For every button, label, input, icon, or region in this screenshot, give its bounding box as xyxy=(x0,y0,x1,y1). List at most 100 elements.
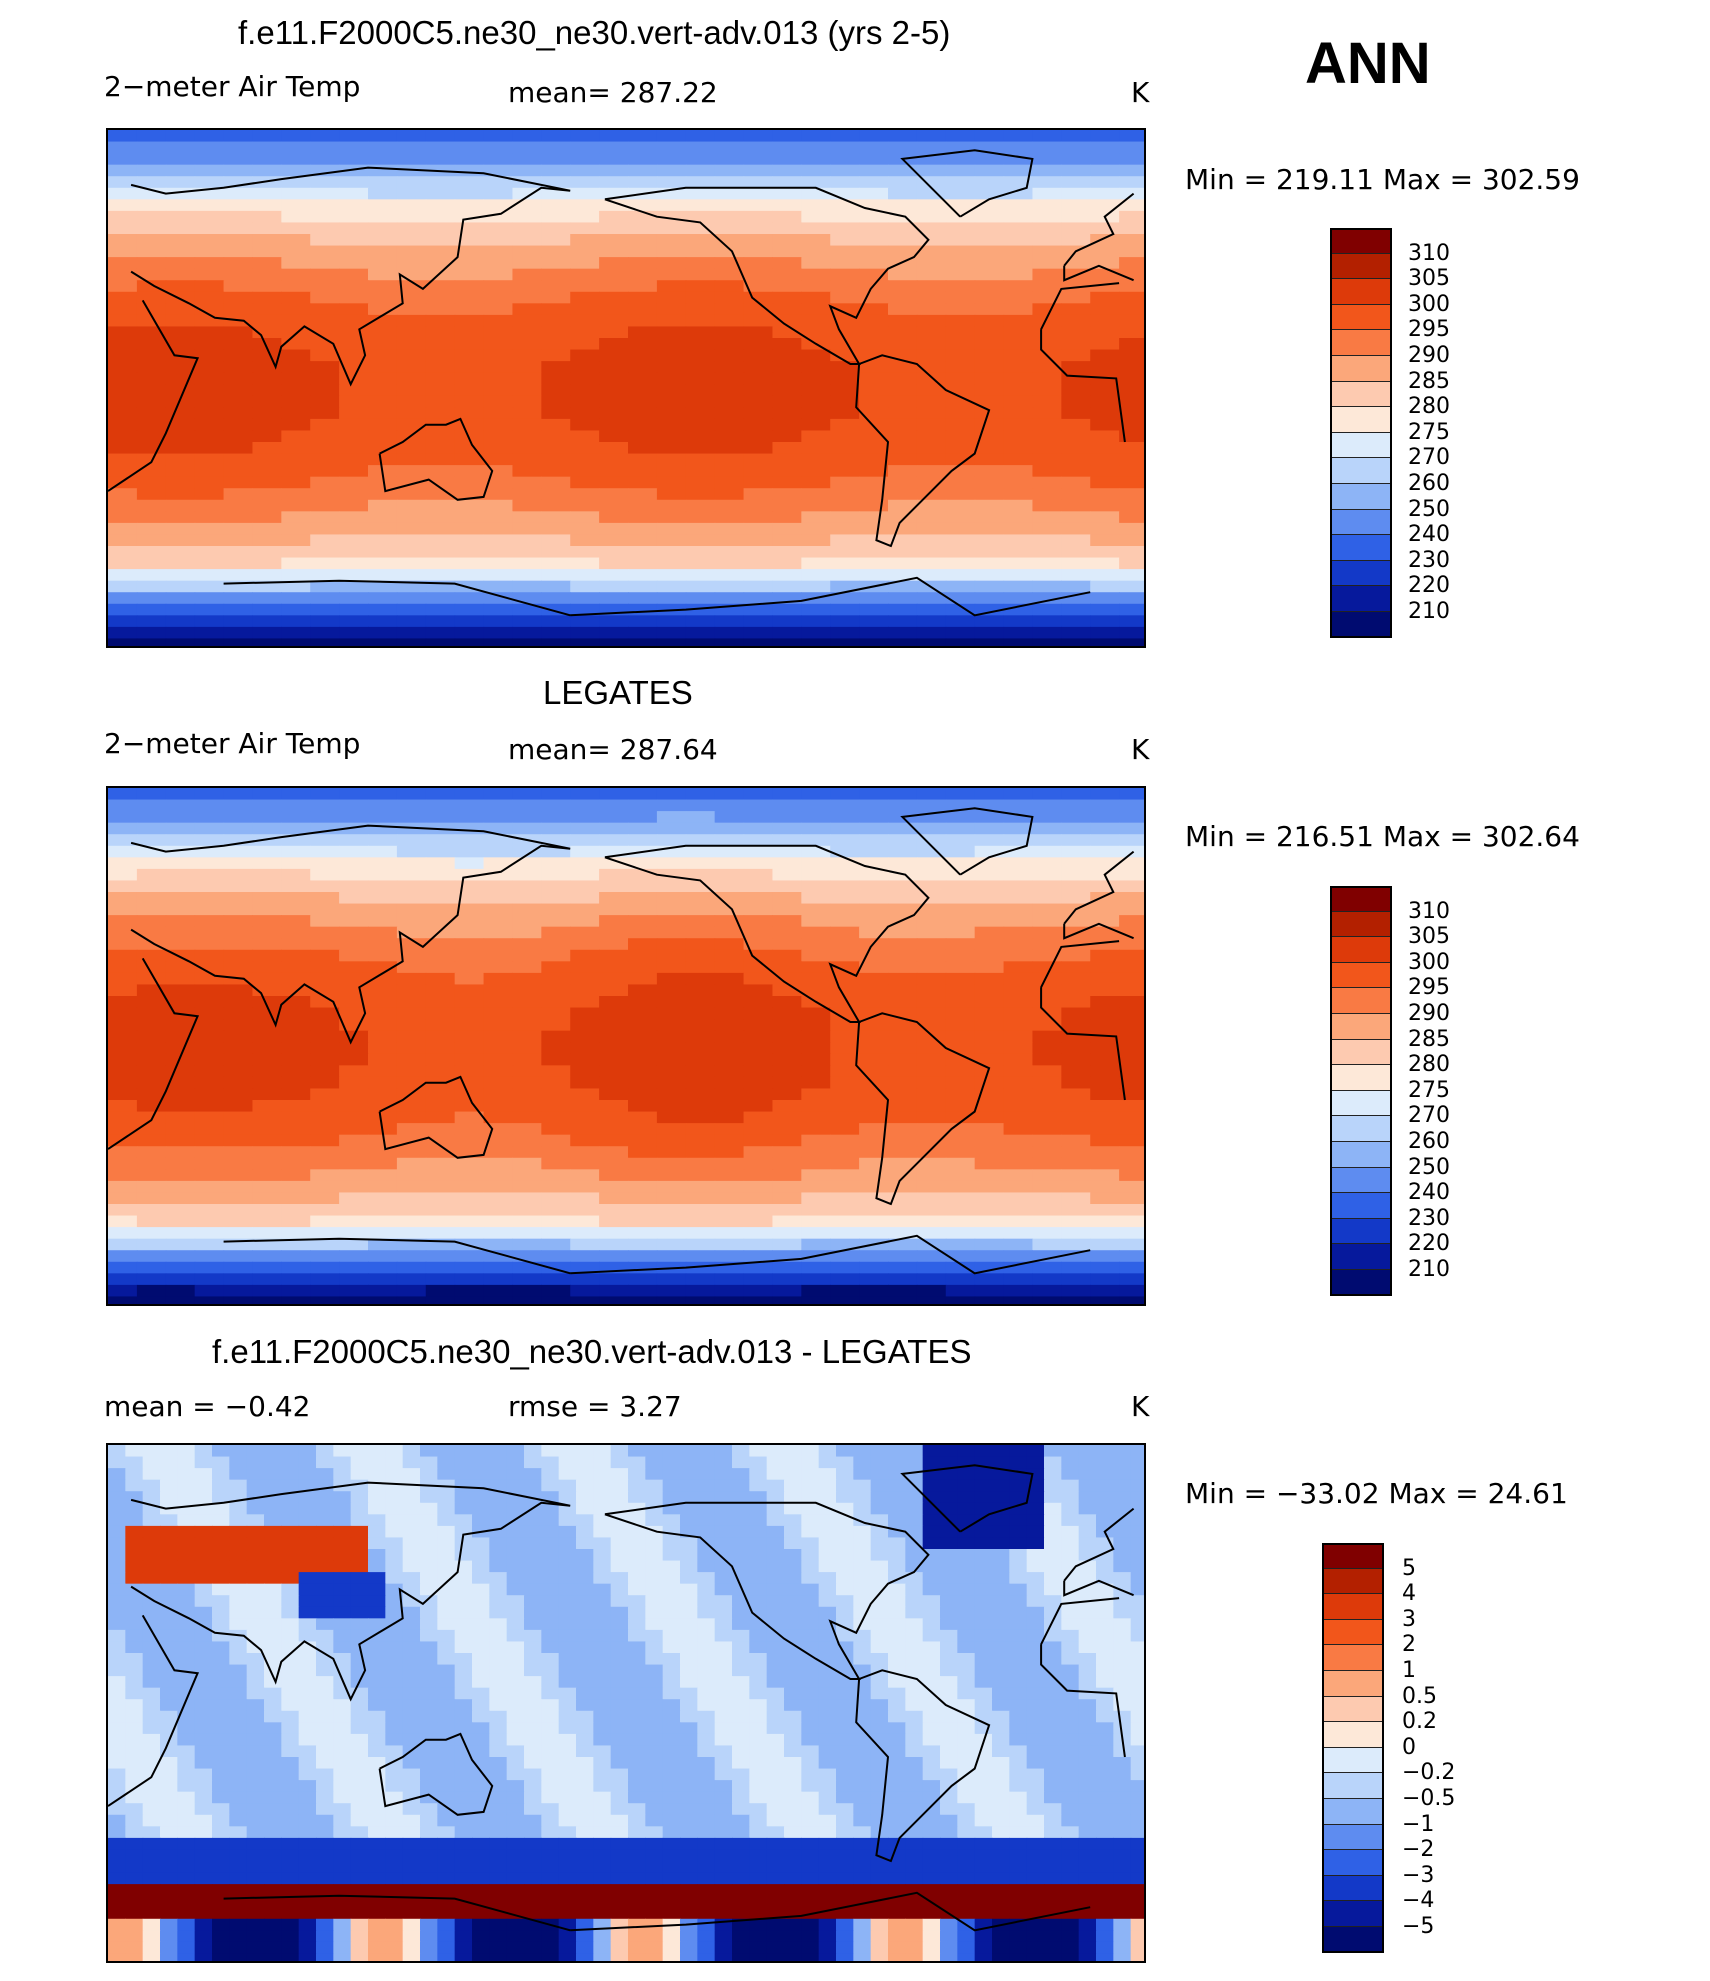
contour-cell xyxy=(489,1733,508,1747)
contour-cell xyxy=(743,961,774,974)
contour-cell xyxy=(749,1572,768,1585)
contour-cell xyxy=(385,1445,404,1458)
contour-cell xyxy=(212,1676,230,1689)
contour-cell xyxy=(940,1606,958,1619)
contour-cell xyxy=(801,234,831,247)
contour-cell xyxy=(974,996,1005,1009)
contour-cell xyxy=(830,1261,860,1274)
contour-cell xyxy=(974,1296,1005,1304)
contour-cell xyxy=(628,603,658,616)
contour-cell xyxy=(1044,1502,1062,1515)
contour-cell xyxy=(599,153,629,166)
contour-cell xyxy=(905,1525,924,1539)
colorbar-swatch xyxy=(1330,1090,1392,1117)
contour-cell xyxy=(1090,442,1120,455)
contour-cell xyxy=(420,1664,438,1677)
contour-cell xyxy=(714,1123,745,1136)
contour-cell xyxy=(888,1687,906,1700)
contour-cell xyxy=(506,1560,525,1573)
contour-cell xyxy=(801,153,831,166)
contour-cell xyxy=(1003,1123,1034,1136)
contour-cell xyxy=(1032,303,1062,316)
contour-cell xyxy=(368,1537,386,1550)
contour-cell xyxy=(310,372,340,385)
contour-cell xyxy=(454,1572,473,1585)
contour-cell xyxy=(743,1042,774,1055)
contour-cell xyxy=(524,1733,542,1747)
contour-cell xyxy=(368,1053,398,1066)
contour-cell xyxy=(685,638,716,646)
contour-cell xyxy=(541,949,571,962)
contour-cell xyxy=(1009,1595,1028,1608)
contour-cell xyxy=(108,303,138,316)
contour-cell xyxy=(125,1745,144,1758)
contour-cell xyxy=(194,1019,225,1032)
contour-cell xyxy=(541,511,571,524)
contour-cell xyxy=(483,245,514,258)
contour-cell xyxy=(350,1699,369,1712)
contour-cell xyxy=(281,176,311,189)
contour-cell xyxy=(524,1687,542,1700)
contour-cell xyxy=(194,476,225,489)
contour-cell xyxy=(454,1710,473,1723)
contour-cell xyxy=(512,303,542,316)
contour-cell xyxy=(136,546,167,559)
contour-cell xyxy=(957,1445,976,1458)
contour-cell xyxy=(1003,626,1034,640)
contour-cell xyxy=(385,1525,404,1539)
panel-1-map xyxy=(106,128,1146,648)
contour-cell xyxy=(425,303,456,316)
contour-cell xyxy=(229,1445,248,1458)
colorbar-tick-label: 280 xyxy=(1408,394,1450,420)
contour-cell xyxy=(368,280,398,293)
contour-cell xyxy=(350,1479,369,1492)
contour-cell xyxy=(425,880,456,893)
contour-cell xyxy=(541,1664,560,1677)
contour-cell xyxy=(310,222,340,235)
contour-cell xyxy=(246,1525,265,1539)
contour-cell xyxy=(801,1676,820,1689)
contour-cell xyxy=(339,1053,369,1066)
contour-cell xyxy=(685,314,716,328)
contour-cell xyxy=(830,1042,860,1055)
contour-cell xyxy=(830,499,860,512)
contour-cell xyxy=(1061,1733,1080,1747)
contour-cell xyxy=(339,199,369,212)
contour-cell xyxy=(656,880,687,893)
contour-cell xyxy=(437,1595,456,1608)
contour-cell xyxy=(281,615,311,628)
contour-cell xyxy=(425,349,456,362)
contour-cell xyxy=(541,245,571,258)
contour-cell xyxy=(368,1606,386,1619)
contour-cell xyxy=(818,1699,837,1712)
contour-cell xyxy=(194,130,225,143)
contour-cell xyxy=(252,1261,282,1274)
contour-cell xyxy=(1119,857,1144,870)
contour-cell xyxy=(1113,1491,1132,1504)
contour-cell xyxy=(223,280,254,293)
contour-cell xyxy=(425,430,456,443)
contour-cell xyxy=(766,1479,785,1492)
contour-cell xyxy=(772,603,802,616)
colorbar-swatch xyxy=(1330,304,1392,331)
contour-cell xyxy=(570,522,600,536)
contour-cell xyxy=(714,1733,733,1747)
contour-cell xyxy=(685,1284,716,1298)
contour-cell xyxy=(136,534,167,547)
contour-cell xyxy=(454,430,485,443)
contour-cell xyxy=(385,1745,404,1758)
contour-cell xyxy=(922,1745,941,1758)
contour-cell xyxy=(697,1757,716,1770)
contour-cell xyxy=(385,1491,404,1504)
contour-cell xyxy=(512,372,542,385)
contour-cell xyxy=(108,892,138,905)
contour-cell xyxy=(454,130,485,143)
contour-cell xyxy=(136,372,167,385)
contour-cell xyxy=(212,1733,230,1747)
contour-cell xyxy=(743,222,774,235)
contour-cell xyxy=(454,326,485,339)
contour-cell xyxy=(396,580,427,593)
contour-cell xyxy=(974,626,1005,640)
contour-cell xyxy=(252,245,282,258)
contour-cell xyxy=(784,1502,802,1515)
